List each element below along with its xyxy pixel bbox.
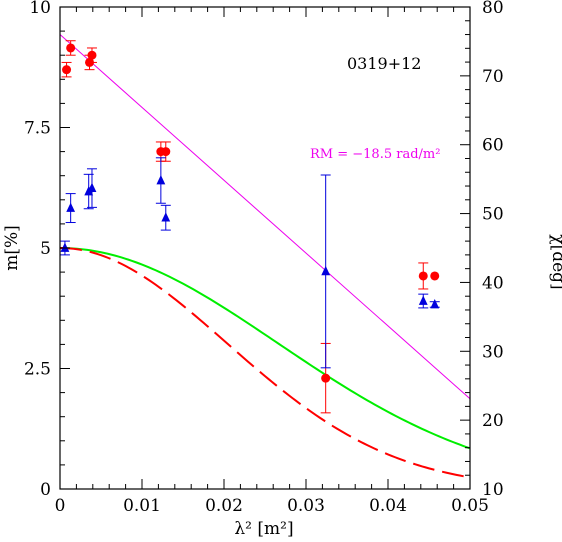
data-point-triangle xyxy=(321,265,331,276)
x-tick-label: 0.04 xyxy=(369,496,407,516)
axis-ticks xyxy=(59,6,471,490)
y-left-tick-label: 2.5 xyxy=(24,360,51,380)
x-axis-title: λ² [m²] xyxy=(234,519,293,539)
data-point-triangle xyxy=(161,212,171,222)
data-point-circle xyxy=(87,50,97,60)
data-point-circle xyxy=(66,43,76,53)
x-tick-label: 0 xyxy=(55,496,66,516)
x-tick-label: 0.05 xyxy=(451,496,489,516)
y-right-tick-label: 80 xyxy=(482,0,504,18)
source-annotation: 0319+12 xyxy=(347,54,421,73)
data-point-circle xyxy=(321,373,331,383)
data-point-triangle xyxy=(418,295,428,305)
data-point-circle xyxy=(62,65,72,75)
y-axis-right-title: χ[deg] xyxy=(548,234,562,289)
data-point-circle xyxy=(418,271,428,281)
y-right-tick-label: 20 xyxy=(482,411,504,431)
y-left-tick-label: 5 xyxy=(40,239,51,259)
data-point-triangle xyxy=(156,175,166,185)
y-right-tick-label: 30 xyxy=(482,342,504,362)
x-tick-label: 0.01 xyxy=(123,496,161,516)
y-right-tick-label: 50 xyxy=(482,205,504,225)
y-right-tick-label: 70 xyxy=(482,67,504,87)
rm-label: RM = −18.5 rad/m² xyxy=(310,147,440,162)
y-right-tick-label: 60 xyxy=(482,136,504,156)
x-tick-label: 0.03 xyxy=(287,496,325,516)
data-points xyxy=(59,40,440,414)
data-point-circle xyxy=(430,271,440,281)
y-axis-left-title: m[%] xyxy=(2,225,22,271)
data-point-triangle xyxy=(66,202,76,212)
data-point-triangle xyxy=(60,242,70,252)
data-point-triangle xyxy=(430,298,440,309)
y-right-tick-label: 10 xyxy=(482,480,504,500)
model-lines xyxy=(59,34,471,479)
y-left-tick-label: 10 xyxy=(29,0,51,18)
model-curve-solid xyxy=(59,247,471,450)
rm-fit-line xyxy=(59,34,471,400)
plot-frame xyxy=(59,6,471,490)
model-curve-dashed xyxy=(59,247,471,479)
tick-labels: 0 0.01 0.02 0.03 0.04 0.05 0 2.5 5 7.5 10 10 20 30 40 5… xyxy=(24,0,504,516)
x-tick-label: 0.02 xyxy=(205,496,243,516)
y-left-tick-label: 7.5 xyxy=(24,119,51,139)
data-point-triangle xyxy=(87,182,97,192)
data-point-circle xyxy=(161,147,171,157)
y-right-tick-label: 40 xyxy=(482,273,504,293)
y-left-tick-label: 0 xyxy=(40,480,51,500)
